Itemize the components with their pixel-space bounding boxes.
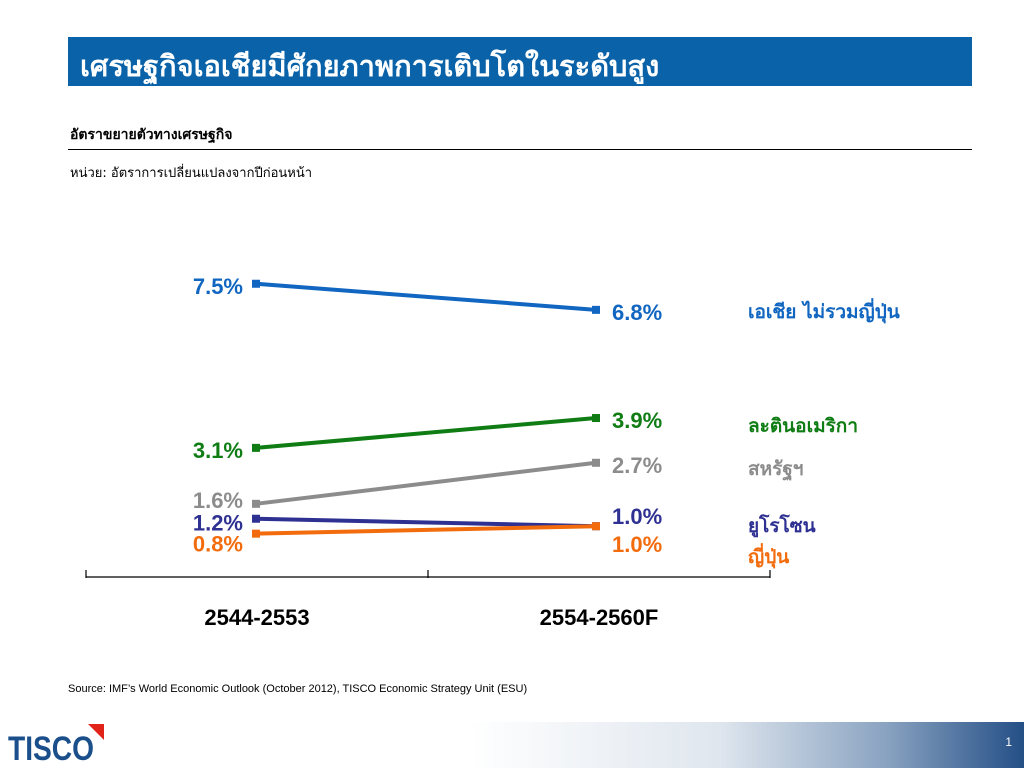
chart-subtitle: อัตราขยายตัวทางเศรษฐกิจ <box>70 127 233 143</box>
legend-label: ละตินอเมริกา <box>748 415 858 437</box>
data-label: 2.7% <box>612 453 662 478</box>
unit-note: หน่วย: อัตราการเปลี่ยนแปลงจากปีก่อนหน้า <box>70 166 313 181</box>
source-note: Source: IMF’s World Economic Outlook (Oc… <box>68 683 528 695</box>
data-point <box>252 443 260 452</box>
data-label: 1.6% <box>193 488 243 513</box>
data-label: 1.0% <box>612 504 662 529</box>
divider-line <box>68 149 972 150</box>
data-label: 7.5% <box>193 274 243 299</box>
logo-accent <box>88 724 104 740</box>
data-label: 1.2% <box>193 511 243 536</box>
data-label: 3.1% <box>193 438 243 463</box>
series-line <box>255 281 597 312</box>
data-point <box>592 458 600 467</box>
data-point <box>592 414 600 423</box>
x-tick-label: 2554-2560F <box>540 605 659 630</box>
series-line <box>255 460 597 506</box>
data-label: 6.8% <box>612 300 662 325</box>
data-point <box>252 514 260 523</box>
data-point <box>592 522 600 531</box>
line-chart: 2544-2553 2554-2560F 7.5% 6.8% เอเชีย ไม่รวม… <box>85 274 900 630</box>
footer-band <box>470 722 1024 768</box>
data-point <box>252 279 260 288</box>
logo-text: TISCO <box>8 730 94 766</box>
series-line <box>255 516 597 529</box>
data-point <box>592 305 600 314</box>
data-label: 3.9% <box>612 408 662 433</box>
legend-label: ยูโรโซน <box>748 514 816 538</box>
legend-label: สหรัฐฯ <box>748 458 803 482</box>
title-bar: เศรษฐกิจเอเชียมีศักยภาพการเติบโตในระดับส… <box>68 37 972 86</box>
data-point <box>252 529 260 538</box>
slide-title: เศรษฐกิจเอเชียมีศักยภาพการเติบโตในระดับส… <box>80 49 660 83</box>
legend-label: ญี่ปุ่น <box>748 543 789 569</box>
data-label: 1.0% <box>612 532 662 557</box>
series-line <box>255 416 597 450</box>
x-tick-label: 2544-2553 <box>204 605 309 630</box>
series-line <box>255 524 597 536</box>
data-point <box>252 499 260 508</box>
tisco-logo: TISCO <box>8 724 104 766</box>
legend-label: เอเชีย ไม่รวมญี่ปุ่น <box>748 298 900 324</box>
data-label: 0.8% <box>193 532 243 557</box>
page-number: 1 <box>1005 735 1012 749</box>
